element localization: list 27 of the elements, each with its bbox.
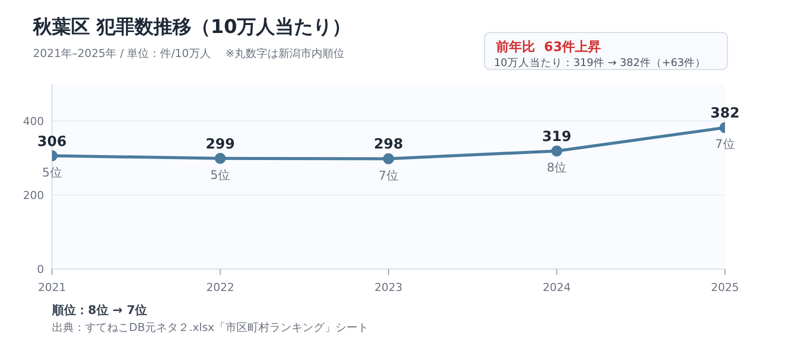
- text: 前年比 63件上昇: [496, 39, 602, 56]
- annotation: 7位: [378, 168, 398, 182]
- data-label: 298: [374, 136, 404, 153]
- point: [551, 145, 562, 156]
- y-tick-label: 0: [37, 262, 44, 276]
- text: 順位：8位 → 7位: [52, 302, 148, 319]
- x-tick-label: 2022: [206, 280, 234, 294]
- x-tick-label: 2021: [38, 280, 66, 294]
- source-note: 出典：すてねこDB元ネタ２.xlsx「市区町村ランキング」シート: [52, 320, 368, 335]
- data-label: 299: [206, 136, 235, 152]
- point: [214, 152, 226, 164]
- data-label: 306: [37, 134, 67, 150]
- chart-title: 秋葉区 犯罪数推移（10万人当たり）: [33, 15, 352, 40]
- point: [383, 153, 394, 164]
- x-tick-label: 2024: [542, 280, 571, 294]
- annotation: 5位: [42, 165, 62, 180]
- x-tick-label: 2025: [711, 280, 739, 294]
- data-label: 319: [542, 128, 572, 145]
- text: 10万人当たり：319件 → 382件（+63件）: [494, 56, 706, 70]
- annotation: 5位: [210, 168, 230, 182]
- data-label: 382: [710, 106, 740, 122]
- annotation: 7位: [715, 137, 735, 152]
- annotation: 8位: [546, 160, 567, 174]
- y-tick-label: 400: [23, 114, 44, 128]
- x-tick-label: 2023: [374, 280, 402, 294]
- chart-subtitle: 2021年–2025年 / 単位：件/10万人 ※丸数字は新潟市内順位: [33, 46, 345, 61]
- y-tick-label: 200: [23, 188, 44, 202]
